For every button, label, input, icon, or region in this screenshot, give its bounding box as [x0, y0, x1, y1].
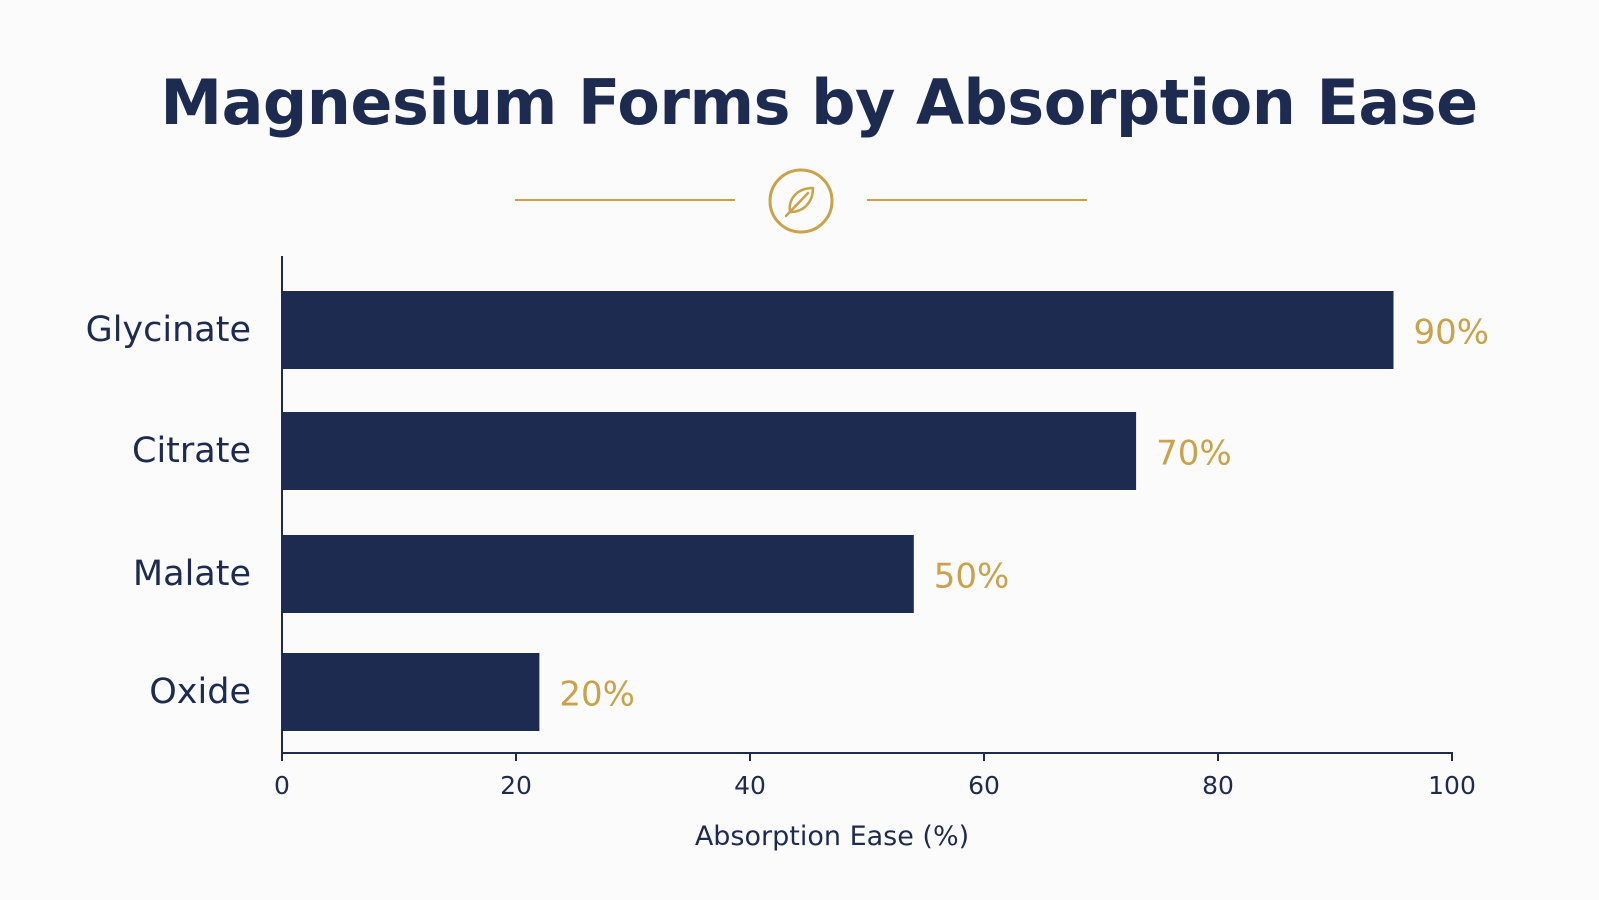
- x-tick-label: 40: [734, 771, 766, 800]
- x-tick-label: 100: [1428, 771, 1476, 800]
- bar: [282, 653, 540, 731]
- category-label: Citrate: [132, 431, 251, 471]
- x-axis-title: Absorption Ease (%): [695, 821, 969, 852]
- chart-title: Magnesium Forms by Absorption Ease: [160, 66, 1478, 139]
- data-label: 50%: [934, 557, 1010, 597]
- x-tick-label: 60: [968, 771, 1000, 800]
- title-divider-left: [515, 199, 735, 201]
- data-label: 70%: [1156, 434, 1232, 474]
- data-label: 20%: [559, 675, 635, 715]
- bar: [282, 535, 914, 613]
- x-tick-label: 80: [1202, 771, 1234, 800]
- category-label: Oxide: [149, 672, 251, 712]
- x-tick-label: 0: [274, 771, 290, 800]
- bar: [282, 412, 1137, 490]
- category-label: Glycinate: [86, 310, 251, 350]
- data-label: 90%: [1414, 313, 1490, 353]
- leaf-icon: [768, 168, 834, 234]
- bar: [282, 291, 1394, 369]
- x-tick-label: 20: [500, 771, 532, 800]
- title-divider-right: [867, 199, 1087, 201]
- category-label: Malate: [133, 554, 251, 594]
